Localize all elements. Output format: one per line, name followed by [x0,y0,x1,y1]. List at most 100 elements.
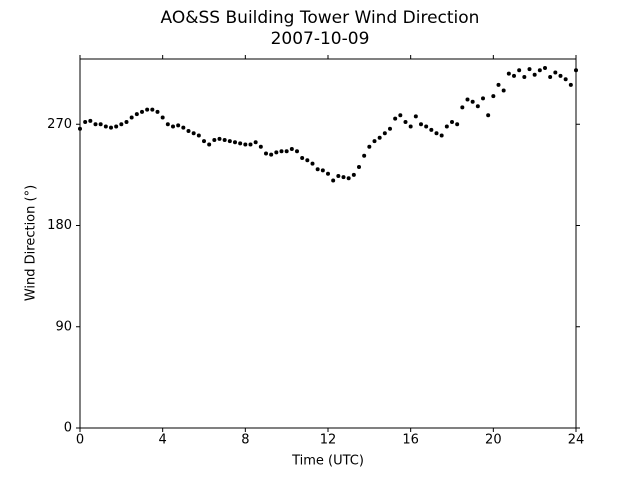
data-point [145,107,150,112]
data-point [150,107,155,112]
data-point [320,168,325,173]
data-point [444,124,449,129]
data-point [171,124,175,129]
data-point [186,129,191,133]
plot-frame [79,58,577,429]
data-point [109,125,113,130]
data-point [367,144,372,149]
data-point [284,149,289,154]
data-point [88,118,93,123]
data-point [269,152,274,157]
data-point [532,72,537,77]
data-point [413,114,418,119]
data-point [481,96,485,101]
data-point [543,66,547,70]
data-point [475,104,480,109]
data-point [434,131,439,136]
data-point [517,68,522,73]
data-point [212,138,217,142]
data-point [233,140,237,145]
x-tick-label: 16 [402,433,419,448]
data-point [527,67,532,72]
data-point [279,149,284,154]
data-point [207,142,212,147]
data-point [124,120,129,124]
data-point [310,161,315,166]
data-point [289,147,294,151]
data-point [424,124,429,129]
data-point [512,73,516,78]
data-point [491,94,496,99]
data-point [238,141,243,146]
data-point [165,122,170,127]
data-point [134,112,139,117]
data-point [388,126,392,131]
data-point [372,139,377,144]
data-point [450,120,454,124]
y-axis-label: Wind Direction (°) [24,185,39,301]
data-point [315,167,320,172]
data-point [274,150,279,155]
data-point [264,151,268,156]
data-point [295,149,299,154]
data-point [496,82,501,87]
data-point [160,115,165,120]
data-point [455,122,460,127]
data-point [98,122,103,127]
data-point [568,82,573,87]
data-point [140,109,144,114]
data-point [346,176,351,181]
x-tick-label: 0 [76,433,84,448]
data-point [563,77,568,82]
data-point [470,99,475,104]
data-point [300,156,305,160]
data-point [377,135,382,140]
data-point [191,131,196,136]
data-point [351,172,356,177]
data-point [258,144,263,149]
data-point [393,116,398,121]
data-point [155,109,160,114]
data-point [248,142,253,147]
data-point [408,124,413,129]
data-point [326,171,330,176]
data-point [196,133,201,138]
data-point [176,123,181,128]
y-tick-label: 0 [64,421,72,436]
data-point [419,122,423,127]
data-point [305,158,310,163]
x-tick-label: 8 [241,433,249,448]
data-point [202,139,206,144]
chart-title: AO&SS Building Tower Wind Direction [161,8,480,28]
data-point [506,71,511,76]
data-point [103,124,108,129]
data-point [465,97,470,102]
data-point [574,68,578,73]
data-point [403,120,408,124]
x-tick-label: 12 [320,433,337,448]
data-point [129,115,134,120]
data-point [398,113,403,118]
data-point [331,178,336,183]
data-point [486,113,491,118]
data-point [382,131,387,136]
data-point [362,153,367,158]
data-point [222,138,227,142]
data-point [243,142,248,147]
data-point [522,75,527,79]
data-point [429,127,434,132]
data-point [336,174,341,178]
y-tick-label: 270 [47,117,72,132]
data-point [253,140,258,145]
data-point [93,122,98,127]
data-point [181,125,186,130]
y-tick-label: 180 [47,218,72,233]
data-point [537,68,542,73]
data-point [217,136,222,141]
data-point [460,105,465,110]
data-point [341,175,346,180]
chart-subtitle: 2007-10-09 [271,29,370,49]
data-point [501,88,506,93]
x-axis-label: Time (UTC) [291,454,364,469]
